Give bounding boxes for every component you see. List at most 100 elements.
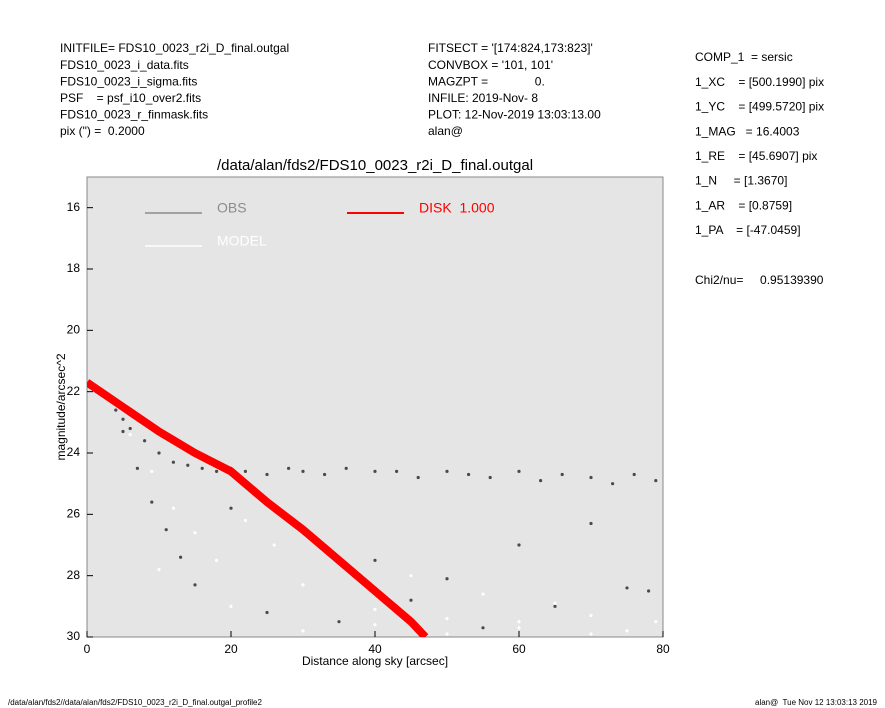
point	[445, 577, 449, 581]
header-right-line: 1_MAG = 16.4003	[695, 124, 800, 138]
point	[229, 506, 233, 510]
point	[337, 620, 341, 624]
point	[215, 469, 219, 473]
point	[121, 429, 125, 434]
point	[301, 583, 305, 587]
header-middle-line: MAGZPT = 0.	[428, 74, 545, 88]
point	[287, 466, 291, 470]
point	[128, 426, 132, 431]
header-middle-line: PLOT: 12-Nov-2019 13:03:13.00	[428, 108, 601, 122]
point	[323, 472, 327, 477]
point	[135, 466, 139, 470]
point	[171, 460, 175, 464]
x-tick-label: 40	[368, 642, 382, 656]
point	[395, 469, 399, 473]
point	[193, 531, 197, 535]
point	[301, 469, 305, 473]
header-right-line: COMP_1 = sersic	[695, 50, 793, 64]
point	[647, 589, 651, 593]
point	[560, 472, 564, 477]
header-middle-line: CONVBOX = '101, 101'	[428, 58, 553, 72]
point	[589, 632, 593, 636]
footer-left: /data/alan/fds2//data/alan/fds2/FDS10_00…	[8, 698, 263, 707]
point	[488, 475, 492, 480]
point	[625, 629, 629, 633]
chart-title: /data/alan/fds2/FDS10_0023_r2i_D_final.o…	[217, 157, 533, 174]
point	[517, 469, 521, 473]
y-tick-label: 20	[67, 323, 81, 337]
header-left-line: PSF = psf_i10_over2.fits	[60, 91, 201, 105]
point	[243, 469, 247, 473]
point	[373, 469, 377, 473]
point	[179, 555, 183, 559]
point	[539, 479, 543, 483]
header-right-line: 1_PA = [-47.0459]	[695, 223, 801, 237]
point	[243, 518, 247, 523]
disk-line	[87, 379, 429, 637]
x-tick-label: 0	[84, 642, 91, 656]
x-tick-label: 60	[512, 642, 526, 656]
header-right-line: 1_YC = [499.5720] pix	[695, 100, 824, 114]
point	[445, 469, 449, 473]
point	[186, 463, 190, 467]
point	[373, 607, 377, 612]
x-axis-label: Distance along sky [arcsec]	[302, 654, 448, 668]
y-tick-label: 22	[67, 384, 81, 398]
chi2: Chi2/nu= 0.95139390	[695, 273, 824, 287]
point	[517, 543, 521, 547]
point	[589, 613, 593, 618]
point	[193, 583, 197, 587]
header-middle-line: INFILE: 2019-Nov- 8	[428, 91, 538, 105]
point	[301, 629, 305, 633]
point	[128, 433, 132, 437]
point	[416, 475, 420, 480]
point	[265, 472, 269, 477]
header-right-line: 1_N = [1.3670]	[695, 174, 787, 188]
point	[589, 521, 593, 526]
data-layer	[87, 379, 658, 637]
y-axis-label: magnitude/arcsec^2	[54, 353, 68, 460]
x-tick-label: 80	[656, 642, 670, 656]
header-left-line: FDS10_0023_i_data.fits	[60, 58, 189, 72]
point	[517, 620, 521, 624]
header-right-line: 1_RE = [45.6907] pix	[695, 149, 817, 163]
legend-label: DISK 1.000	[419, 200, 495, 216]
point	[517, 626, 521, 630]
point	[611, 482, 615, 486]
footer-right: alan@ Tue Nov 12 13:03:13 2019	[755, 698, 878, 707]
point	[265, 610, 269, 615]
header-left-line: pix (") = 0.2000	[60, 124, 145, 138]
point	[200, 466, 204, 470]
y-tick-label: 18	[67, 261, 81, 275]
point	[157, 567, 161, 572]
point	[632, 472, 636, 477]
header-right-line: 1_AR = [0.8759]	[695, 198, 792, 212]
point	[553, 601, 557, 605]
header-middle-line: alan@	[428, 124, 463, 138]
point	[409, 598, 413, 602]
point	[114, 408, 118, 412]
point	[272, 543, 276, 547]
point	[150, 469, 154, 473]
point	[409, 574, 413, 578]
x-tick-label: 20	[224, 642, 238, 656]
point	[481, 592, 485, 596]
point	[373, 623, 377, 627]
point	[553, 604, 557, 608]
header-left-line: FDS10_0023_r_finmask.fits	[60, 108, 208, 122]
header-left-line: INITFILE= FDS10_0023_r2i_D_final.outgal	[60, 41, 289, 55]
point	[373, 558, 377, 562]
legend-label: MODEL	[217, 233, 267, 249]
y-tick-label: 16	[67, 200, 81, 214]
y-tick-label: 26	[67, 507, 81, 521]
y-tick-label: 24	[67, 445, 81, 459]
point	[143, 439, 147, 443]
point	[589, 475, 593, 480]
header-left-line: FDS10_0023_i_sigma.fits	[60, 74, 197, 88]
y-tick-label: 30	[67, 629, 81, 643]
y-tick-label: 28	[67, 568, 81, 582]
point	[445, 617, 449, 621]
point	[229, 604, 233, 608]
legend-label: OBS	[217, 200, 247, 216]
